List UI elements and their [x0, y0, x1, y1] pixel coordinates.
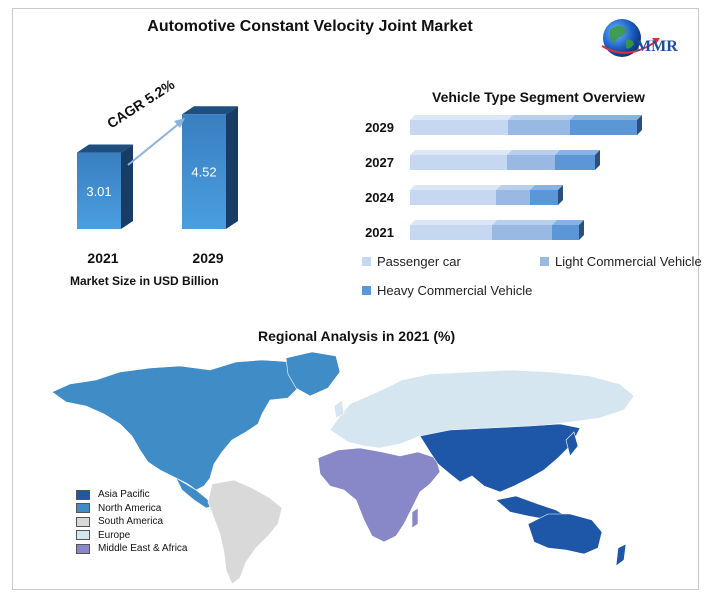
map-legend-label: Middle East & Africa	[98, 543, 188, 555]
legend-label-hcv: Heavy Commercial Vehicle	[377, 283, 533, 298]
map-swatch-north-america	[76, 503, 90, 514]
map-legend-europe: Europe	[76, 529, 187, 543]
segment-chart-title: Vehicle Type Segment Overview	[432, 89, 645, 105]
map-legend-label: South America	[98, 516, 164, 528]
legend-swatch-passenger	[362, 257, 371, 266]
map-legend-south-america: South America	[76, 515, 187, 529]
map-legend-label: North America	[98, 502, 162, 514]
map-swatch-asia-pacific	[76, 489, 90, 500]
map-legend-north-america: North America	[76, 502, 187, 516]
legend-label-passenger: Passenger car	[377, 254, 461, 269]
page-title: Automotive Constant Velocity Joint Marke…	[147, 18, 473, 35]
legend-label-lcv: Light Commercial Vehicle	[555, 254, 702, 269]
mmr-logo: MMR	[598, 16, 690, 66]
legend-heavy-commercial: Heavy Commercial Vehicle	[362, 283, 532, 298]
map-legend-label: Europe	[98, 529, 131, 541]
logo-text: MMR	[636, 38, 678, 55]
map-swatch-middle-east-africa	[76, 543, 90, 554]
legend-light-commercial: Light Commercial Vehicle	[540, 254, 702, 269]
globe-icon	[601, 19, 660, 57]
map-legend-label: Asia Pacific	[98, 489, 150, 501]
legend-swatch-lcv	[540, 257, 549, 266]
market-size-caption: Market Size in USD Billion	[70, 274, 219, 288]
map-title: Regional Analysis in 2021 (%)	[258, 328, 456, 344]
map-swatch-south-america	[76, 516, 90, 527]
legend-swatch-hcv	[362, 286, 371, 295]
legend-passenger-car: Passenger car	[362, 254, 461, 269]
map-legend-middle-east-africa: Middle East & Africa	[76, 542, 187, 556]
map-legend: Asia Pacific North America South America…	[76, 488, 187, 556]
map-legend-asia-pacific: Asia Pacific	[76, 488, 187, 502]
figure-frame	[12, 8, 699, 590]
map-swatch-europe	[76, 530, 90, 541]
